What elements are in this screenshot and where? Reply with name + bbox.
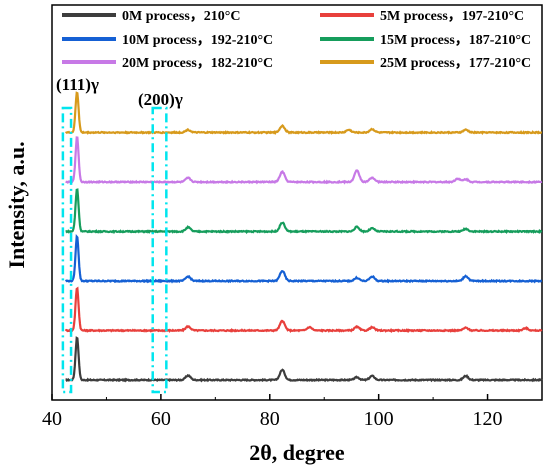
legend-label-0: 0M process，210°C — [122, 9, 241, 24]
legend: 0M process，210°C 5M process，197-210°C 10… — [62, 9, 531, 71]
series-layer — [64, 91, 543, 383]
x-tick-label-60: 60 — [151, 408, 171, 430]
series-line-1 — [64, 286, 543, 334]
legend-label-3: 15M process，187-210°C — [380, 33, 531, 48]
x-tick-label-40: 40 — [42, 408, 62, 430]
x-axis: 40 60 80 100 120 — [42, 394, 503, 430]
annotation-label-200: (200)γ — [138, 90, 183, 109]
x-tick-label-120: 120 — [473, 408, 503, 430]
legend-label-1: 5M process，197-210°C — [380, 9, 524, 24]
x-tick-label-80: 80 — [260, 408, 280, 430]
annotation-box-111 — [61, 106, 73, 394]
series-line-5 — [64, 91, 543, 135]
y-axis-title: Intensity, a.u. — [4, 141, 29, 268]
legend-label-2: 10M process，192-210°C — [122, 33, 273, 48]
annotation-layer: (111)γ (200)γ — [56, 75, 183, 394]
plot-frame — [51, 4, 543, 401]
series-line-3 — [65, 188, 543, 235]
series-line-2 — [64, 234, 543, 284]
x-axis-title: 2θ, degree — [249, 440, 345, 465]
series-line-4 — [65, 136, 543, 185]
annotation-label-111: (111)γ — [56, 75, 99, 94]
annotation-box-200 — [151, 106, 168, 394]
legend-label-5: 25M process，177-210°C — [380, 56, 531, 71]
legend-label-4: 20M process，182-210°C — [122, 56, 273, 71]
x-tick-label-100: 100 — [364, 408, 394, 430]
series-line-0 — [65, 336, 543, 383]
